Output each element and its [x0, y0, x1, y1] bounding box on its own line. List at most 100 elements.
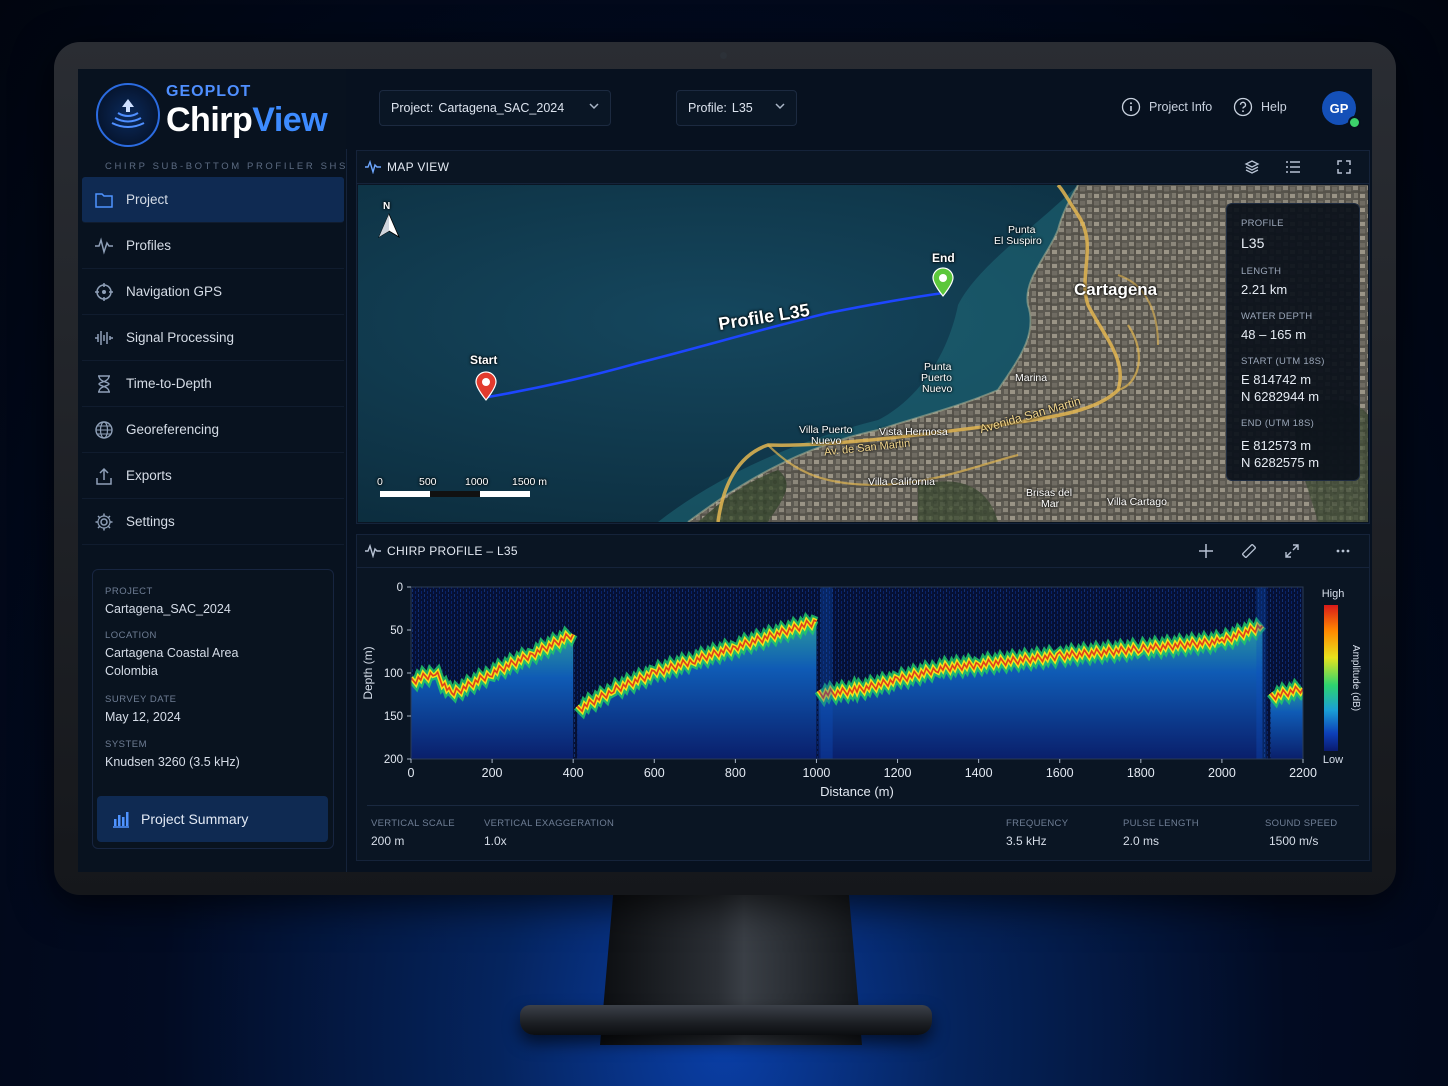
layers-button[interactable]: [1241, 157, 1263, 177]
x-tick-label: 1800: [1127, 766, 1155, 780]
end-label: End: [932, 251, 955, 265]
chevron-down-icon: [774, 100, 786, 115]
trace-gap: [820, 587, 833, 759]
place-label: Punta: [924, 361, 952, 373]
project-info-link[interactable]: Project Info: [1121, 97, 1212, 117]
project-select-value: Cartagena_SAC_2024: [438, 101, 565, 115]
sound-speed-value: 1500 m/s: [1269, 834, 1319, 848]
help-link[interactable]: Help: [1233, 97, 1287, 117]
seafloor-peak: [576, 619, 817, 713]
place-label: Nuevo: [922, 383, 953, 395]
info-end-label: END (UTM 18S): [1241, 418, 1315, 429]
survey-date-value: May 12, 2024: [105, 710, 181, 724]
frequency-value: 3.5 kHz: [1006, 834, 1047, 848]
signal-icon: [82, 329, 126, 347]
list-icon: [1285, 160, 1301, 174]
sidebar-item-signal-processing[interactable]: Signal Processing: [82, 315, 344, 361]
project-summary-label: Project Summary: [141, 811, 249, 827]
x-tick-label: 1200: [884, 766, 912, 780]
chirp-profile-panel: CHIRP PROFILE – L35: [356, 534, 1370, 861]
profile-select-value: L35: [731, 101, 753, 115]
sound-speed-label: SOUND SPEED: [1265, 818, 1338, 829]
place-label: Puerto: [921, 372, 952, 384]
profile-info-box: PROFILE L35 LENGTH 2.21 km WATER DEPTH 4…: [1226, 203, 1360, 481]
project-select[interactable]: Project: Cartagena_SAC_2024: [379, 90, 611, 126]
survey-date-label: SURVEY DATE: [105, 694, 177, 705]
system-label: SYSTEM: [105, 739, 148, 750]
sidebar-item-profiles[interactable]: Profiles: [82, 223, 344, 269]
project-label: PROJECT: [105, 586, 153, 597]
sidebar-item-exports[interactable]: Exports: [82, 453, 344, 499]
sidebar-item-label: Exports: [126, 468, 172, 483]
subbottom-fill: [818, 625, 1263, 759]
place-label: Mar: [1041, 498, 1060, 510]
y-tick-label: 0: [397, 582, 403, 594]
layers-icon: [1244, 159, 1260, 175]
top-header: Project: Cartagena_SAC_2024 Profile: L35…: [346, 69, 1372, 149]
project-summary-button[interactable]: Project Summary: [97, 796, 328, 842]
expand-button[interactable]: [1281, 541, 1303, 561]
start-marker[interactable]: [474, 371, 498, 401]
info-icon: [1121, 97, 1141, 117]
frequency-label: FREQUENCY: [1006, 818, 1069, 829]
info-profile-label: PROFILE: [1241, 218, 1284, 229]
map-canvas[interactable]: N Start End Profile L35 Cartagena Punta …: [358, 185, 1368, 522]
divider: [367, 805, 1359, 806]
add-button[interactable]: [1195, 541, 1217, 561]
measure-button[interactable]: [1238, 541, 1260, 561]
end-marker[interactable]: [931, 267, 955, 297]
sidebar-item-georeferencing[interactable]: Georeferencing: [82, 407, 344, 453]
place-label: Nuevo: [811, 435, 842, 447]
vertical-exaggeration-value: 1.0x: [484, 834, 507, 848]
colorbar: [1324, 605, 1338, 751]
satellite-map: [358, 185, 1368, 522]
app-logo: GEOPLOT ChirpView CHIRP SUB-BOTTOM PROFI…: [96, 83, 345, 172]
subbottom-fill: [577, 620, 817, 759]
pulse-length-label: PULSE LENGTH: [1123, 818, 1199, 829]
vertical-scale-value: 200 m: [371, 834, 405, 848]
more-options-button[interactable]: [1332, 541, 1354, 561]
online-status-dot: [1348, 116, 1361, 129]
brand-subtitle: CHIRP SUB-BOTTOM PROFILER SHS: [105, 161, 348, 172]
info-length-value: 2.21 km: [1241, 282, 1288, 297]
upload-icon: [82, 466, 126, 486]
gear-icon: [82, 512, 126, 532]
project-card: PROJECT Cartagena_SAC_2024 LOCATION Cart…: [92, 569, 334, 849]
start-label: Start: [470, 353, 498, 367]
vertical-scale-label: VERTICAL SCALE: [371, 818, 455, 829]
map-pin-icon: [931, 267, 955, 301]
scale-tick: 500: [419, 476, 437, 488]
scale-tick: 0: [377, 476, 383, 488]
seafloor-peak: [1269, 685, 1303, 702]
expand-icon: [1285, 544, 1299, 558]
chirp-chart[interactable]: 0 200 400 600 800 1000 1200 1400 1600 1800 2000 220…: [358, 569, 1368, 809]
sidebar-item-navigation-gps[interactable]: Navigation GPS: [82, 269, 344, 315]
place-label: Villa California: [868, 476, 935, 488]
app-screen: GEOPLOT ChirpView CHIRP SUB-BOTTOM PROFI…: [78, 69, 1372, 872]
help-label: Help: [1261, 100, 1287, 114]
fullscreen-button[interactable]: [1333, 157, 1355, 177]
sidebar-item-label: Signal Processing: [126, 330, 235, 345]
pulse-length-value: 2.0 ms: [1123, 834, 1160, 848]
location-line1: Cartagena Coastal Area: [105, 646, 239, 660]
north-arrow-icon: [377, 212, 401, 244]
sidebar-item-time-to-depth[interactable]: Time-to-Depth: [82, 361, 344, 407]
seafloor-peak: [817, 624, 1264, 700]
north-arrow: N: [377, 201, 401, 241]
sidebar-item-settings[interactable]: Settings: [82, 499, 344, 545]
info-end-n: N 6282575 m: [1241, 455, 1320, 470]
y-tick-label: 150: [384, 711, 403, 723]
list-button[interactable]: [1282, 157, 1304, 177]
brand-main: Chirp: [166, 101, 253, 139]
camera-icon: [720, 52, 727, 59]
info-depth-value: 48 – 165 m: [1241, 327, 1307, 342]
x-tick-label: 1400: [965, 766, 993, 780]
sidebar-item-project[interactable]: Project: [82, 177, 344, 223]
profile-select[interactable]: Profile: L35: [676, 90, 797, 126]
info-profile-value: L35: [1241, 235, 1265, 251]
subbottom-fill: [411, 634, 574, 759]
info-start-label: START (UTM 18S): [1241, 356, 1325, 367]
x-tick-label: 2200: [1289, 766, 1317, 780]
info-depth-label: WATER DEPTH: [1241, 311, 1313, 322]
sidebar-item-label: Settings: [126, 514, 175, 529]
